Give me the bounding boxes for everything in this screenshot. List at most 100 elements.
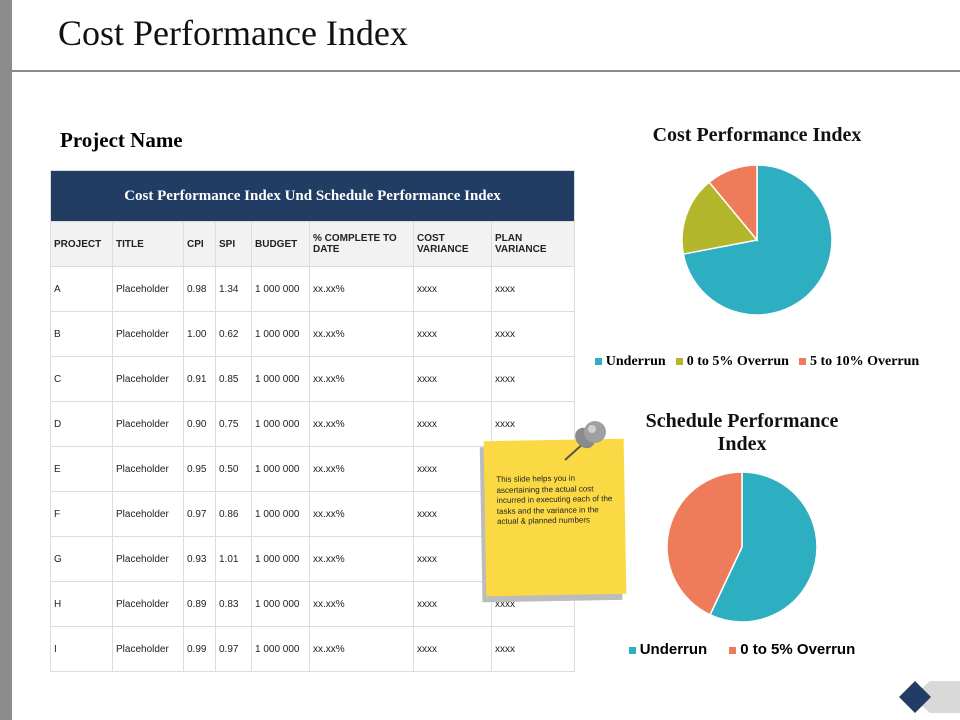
table-cell: 0.62 <box>215 311 252 357</box>
column-header: % COMPLETE TO DATE <box>309 221 414 267</box>
chart-title: Cost Performance Index <box>652 124 862 146</box>
pie-chart <box>666 471 818 623</box>
project-name: Project Name <box>60 128 183 152</box>
table-cell: 0.83 <box>215 581 252 627</box>
legend-swatch <box>628 647 636 654</box>
table-cell: Placeholder <box>112 446 184 492</box>
table-cell: 0.89 <box>183 581 216 627</box>
legend-label: 5 to 10% Overrun <box>809 354 920 369</box>
table-cell: xx.xx% <box>309 581 414 627</box>
chart-title: Schedule Performance Index <box>645 410 839 455</box>
table-cell: xxxx <box>413 536 492 582</box>
table-cell: xxxx <box>491 311 575 357</box>
table-cell: 0.98 <box>183 266 216 312</box>
pie-chart <box>681 164 833 316</box>
table-cell: xx.xx% <box>309 536 414 582</box>
table-cell: 1 000 000 <box>251 401 310 447</box>
slide-title: Cost Performance Index <box>58 13 408 53</box>
column-header: BUDGET <box>251 221 310 267</box>
pie-slice <box>709 471 818 623</box>
legend-label: 0 to 5% Overrun <box>740 641 856 658</box>
table-cell: xxxx <box>413 356 492 402</box>
legend: Underrun 0 to 5% Overrun 5 to 10% Overrun <box>557 354 957 370</box>
table-cell: Placeholder <box>112 581 184 627</box>
table-cell: 0.50 <box>215 446 252 492</box>
column-header: PROJECT <box>50 221 113 267</box>
table-cell: I <box>50 626 113 672</box>
table-cell: D <box>50 401 113 447</box>
table-cell: 1 000 000 <box>251 491 310 537</box>
legend-swatch <box>675 358 683 365</box>
legend-label: Underrun <box>605 354 666 369</box>
header-row: PROJECT TITLE CPI SPI BUDGET% COMPLETE TO DA… <box>50 221 575 267</box>
column-header: PLAN VARIANCE <box>491 221 575 267</box>
table-cell: 1.01 <box>215 536 252 582</box>
table-cell: 1 000 000 <box>251 581 310 627</box>
table-cell: 1 000 000 <box>251 266 310 312</box>
column-header: SPI <box>215 221 252 267</box>
table-cell: C <box>50 356 113 402</box>
table-cell: 0.86 <box>215 491 252 537</box>
table-row: A Placeholder 0.98 1.34 1 000 000 xx.xx% xxxx x… <box>50 266 575 312</box>
legend-item: 0 to 5% Overrun <box>729 641 855 658</box>
legend-swatch <box>594 358 602 365</box>
legend-swatch <box>798 358 806 365</box>
table-cell: 1 000 000 <box>251 356 310 402</box>
table-cell: 0.99 <box>183 626 216 672</box>
table-row: D Placeholder 0.90 0.75 1 000 000 xx.xx% xxxx x… <box>50 401 575 447</box>
table-cell: 0.75 <box>215 401 252 447</box>
table-cell: xxxx <box>491 626 575 672</box>
table-caption: Cost Performance Index Und Schedule Perf… <box>50 170 575 222</box>
table-cell: Placeholder <box>112 266 184 312</box>
table-cell: xx.xx% <box>309 311 414 357</box>
sidebar <box>0 0 12 720</box>
pie-slice <box>708 164 758 243</box>
table-cell: 0.91 <box>183 356 216 402</box>
column-header: TITLE <box>112 221 184 267</box>
divider <box>12 70 960 72</box>
table-cell: 0.97 <box>183 491 216 537</box>
table-cell: xxxx <box>491 266 575 312</box>
table-cell: Placeholder <box>112 626 184 672</box>
legend-label: Underrun <box>639 641 708 658</box>
table-cell: E <box>50 446 113 492</box>
table-cell: xxxx <box>413 491 492 537</box>
table-cell: A <box>50 266 113 312</box>
column-header: COST VARIANCE <box>413 221 492 267</box>
table-cell: 0.85 <box>215 356 252 402</box>
table-cell: 0.95 <box>183 446 216 492</box>
table-cell: 0.90 <box>183 401 216 447</box>
table-cell: G <box>50 536 113 582</box>
table-cell: 0.93 <box>183 536 216 582</box>
table-cell: Placeholder <box>112 536 184 582</box>
table-cell: B <box>50 311 113 357</box>
table-cell: F <box>50 491 113 537</box>
table-cell: xx.xx% <box>309 446 414 492</box>
table-cell: H <box>50 581 113 627</box>
table-cell: xx.xx% <box>309 491 414 537</box>
table-cell: 0.97 <box>215 626 252 672</box>
legend: Underrun 0 to 5% Overrun <box>542 641 942 658</box>
table-cell: xxxx <box>413 266 492 312</box>
table-cell: Placeholder <box>112 401 184 447</box>
pie-slice <box>681 181 759 255</box>
corner-decoration <box>899 681 960 713</box>
table-cell: 1 000 000 <box>251 446 310 492</box>
table-cell: 1 000 000 <box>251 311 310 357</box>
table-cell: xxxx <box>413 446 492 492</box>
legend-label: 0 to 5% Overrun <box>686 354 789 369</box>
table-cell: 1 000 000 <box>251 626 310 672</box>
table-cell: xx.xx% <box>309 356 414 402</box>
table-cell: 1 000 000 <box>251 536 310 582</box>
legend-item: Underrun <box>594 354 666 370</box>
pie-slice <box>666 471 743 616</box>
table-cell: xxxx <box>413 311 492 357</box>
table-row: C Placeholder 0.91 0.85 1 000 000 xx.xx% xxxx x… <box>50 356 575 402</box>
column-header: CPI <box>183 221 216 267</box>
table-cell: xx.xx% <box>309 401 414 447</box>
table-row: B Placeholder 1.00 0.62 1 000 000 xx.xx% xxxx x… <box>50 311 575 357</box>
table-cell: 1.34 <box>215 266 252 312</box>
table-cell: Placeholder <box>112 311 184 357</box>
table-cell: xx.xx% <box>309 266 414 312</box>
